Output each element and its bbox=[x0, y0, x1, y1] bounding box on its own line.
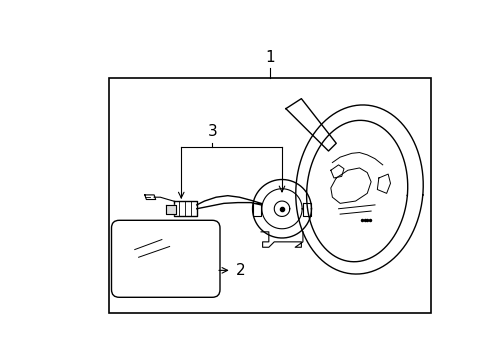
Text: 2: 2 bbox=[235, 263, 244, 278]
Polygon shape bbox=[165, 205, 176, 214]
FancyBboxPatch shape bbox=[111, 220, 220, 297]
Text: 3: 3 bbox=[207, 125, 217, 139]
Bar bbox=[109, 78, 430, 313]
Text: 1: 1 bbox=[265, 50, 275, 65]
